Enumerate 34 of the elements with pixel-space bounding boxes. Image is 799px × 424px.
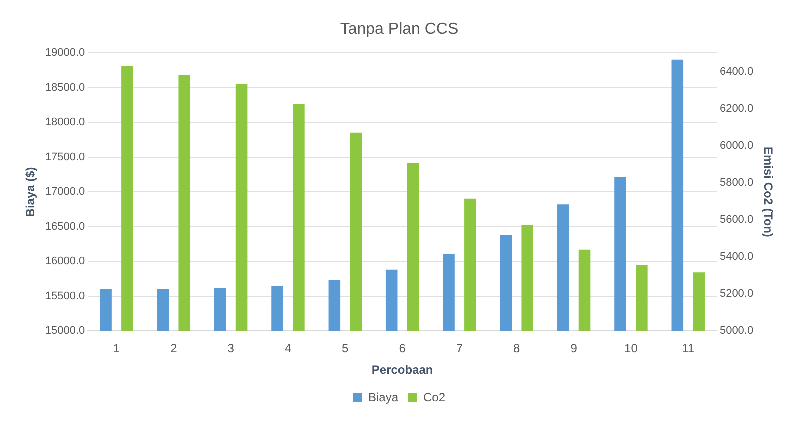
y2-tick-label: 5000.0	[720, 325, 754, 338]
y-tick-label: 16000.0	[45, 256, 86, 268]
x-axis-title: Percobaan	[372, 363, 434, 378]
x-tick-label: 5	[342, 342, 350, 356]
x-tick-label: 10	[624, 342, 638, 356]
y2-tick-label: 6200.0	[720, 102, 754, 115]
x-tick-label: 1	[113, 342, 120, 356]
y2-tick-label: 5800.0	[720, 176, 754, 189]
y2-tick-label: 6400.0	[720, 66, 754, 78]
x-tick-label: 4	[284, 342, 292, 356]
y-tick-label: 17000.0	[45, 186, 86, 198]
x-tick-label: 7	[456, 342, 464, 356]
y-tick-label: 15500.0	[45, 290, 86, 302]
y2-tick-label: 5200.0	[720, 288, 754, 300]
y2-axis-title: Emisi Co2 (Ton)	[761, 146, 776, 238]
x-tick-label: 2	[170, 342, 178, 356]
y2-tick-label: 5400.0	[720, 251, 754, 264]
x-tick-label: 8	[514, 342, 521, 356]
y-tick-label: 15000.0	[45, 325, 86, 338]
x-tick-label: 9	[570, 342, 578, 356]
chart-title: Tanpa Plan CCS	[340, 21, 459, 38]
y-tick-label: 18500.0	[45, 82, 86, 94]
y-tick-label: 19000.0	[45, 47, 86, 60]
x-tick-label: 11	[682, 342, 695, 356]
y-axis-title: Biaya ($)	[24, 167, 38, 218]
legend-label: Biaya	[368, 390, 399, 404]
y2-tick-label: 6000.0	[720, 140, 754, 152]
y-tick-label: 17500.0	[45, 151, 86, 164]
x-tick-label: 6	[399, 342, 406, 356]
y-tick-label: 18000.0	[45, 116, 86, 129]
legend-label: Co2	[424, 390, 446, 404]
y-tick-label: 16500.0	[45, 220, 86, 233]
x-tick-label: 3	[228, 342, 235, 356]
y2-tick-label: 5600.0	[720, 214, 754, 226]
